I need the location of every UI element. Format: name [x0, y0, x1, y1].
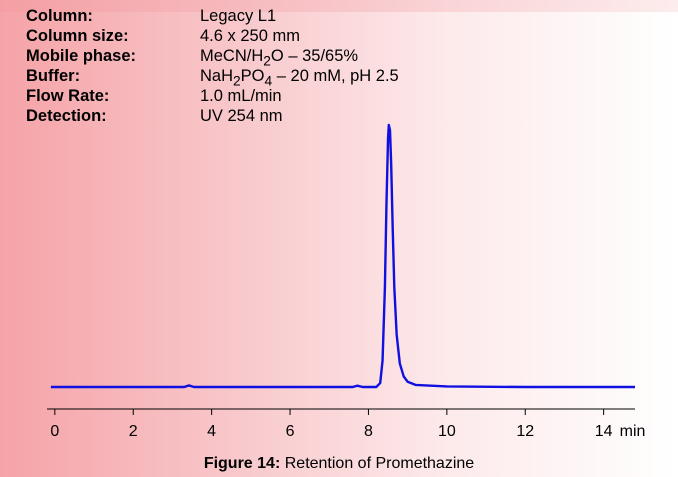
value-part: PO	[240, 67, 265, 85]
condition-label: Flow Rate:	[26, 87, 110, 105]
conditions-list: Column: Legacy L1 Column size: 4.6 x 250…	[26, 6, 399, 126]
condition-value: 1.0 mL/min	[200, 87, 282, 105]
x-tick-label: 8	[364, 423, 373, 440]
condition-row-column-size: Column size: 4.6 x 250 mm	[26, 26, 399, 46]
x-tick-label: 12	[516, 423, 534, 440]
value-part: NaH	[200, 67, 234, 85]
value-subscript: 4	[264, 73, 273, 89]
condition-label: Mobile phase:	[26, 47, 137, 65]
value-part: MeCN/H	[200, 47, 264, 65]
condition-label: Column size:	[26, 27, 129, 45]
x-tick-label: 14	[595, 423, 613, 440]
condition-row-mobile-phase: Mobile phase: MeCN/H2O – 35/65%	[26, 46, 399, 69]
condition-label: Column:	[26, 7, 93, 25]
top-band	[0, 0, 678, 12]
x-tick-label: 0	[50, 423, 59, 440]
condition-row-detection: Detection: UV 254 nm	[26, 106, 399, 126]
condition-value: Legacy L1	[200, 7, 277, 25]
condition-label: Detection:	[26, 107, 107, 125]
caption-text: Retention of Promethazine	[284, 455, 475, 472]
x-axis-unit-label: min	[620, 423, 646, 440]
value-subscript: 2	[263, 53, 271, 69]
figure-caption: Figure 14: Retention of Promethazine	[0, 455, 678, 473]
chromatogram-trace	[50, 123, 635, 389]
x-axis: 0 2 4 6 8 10 12 14 min	[47, 408, 646, 440]
condition-value: MeCN/H2O – 35/65%	[200, 46, 359, 69]
condition-value: 4.6 x 250 mm	[200, 27, 300, 45]
x-tick-label: 6	[286, 423, 295, 440]
condition-row-column: Column: Legacy L1	[26, 6, 399, 26]
condition-row-buffer: Buffer: NaH2PO4 – 20 mM, pH 2.5	[26, 66, 399, 89]
condition-value: NaH2PO4 – 20 mM, pH 2.5	[200, 66, 399, 89]
x-tick-label: 2	[129, 423, 138, 440]
value-part: O – 35/65%	[270, 47, 359, 65]
condition-value: UV 254 nm	[200, 107, 283, 125]
caption-figure-number: Figure 14:	[203, 455, 281, 472]
value-subscript: 2	[233, 73, 241, 89]
x-tick-label: 10	[438, 423, 456, 440]
condition-label: Buffer:	[26, 67, 81, 85]
condition-row-flow-rate: Flow Rate: 1.0 mL/min	[26, 86, 399, 106]
value-part: – 20 mM, pH 2.5	[272, 67, 399, 85]
x-tick-label: 4	[207, 423, 216, 440]
